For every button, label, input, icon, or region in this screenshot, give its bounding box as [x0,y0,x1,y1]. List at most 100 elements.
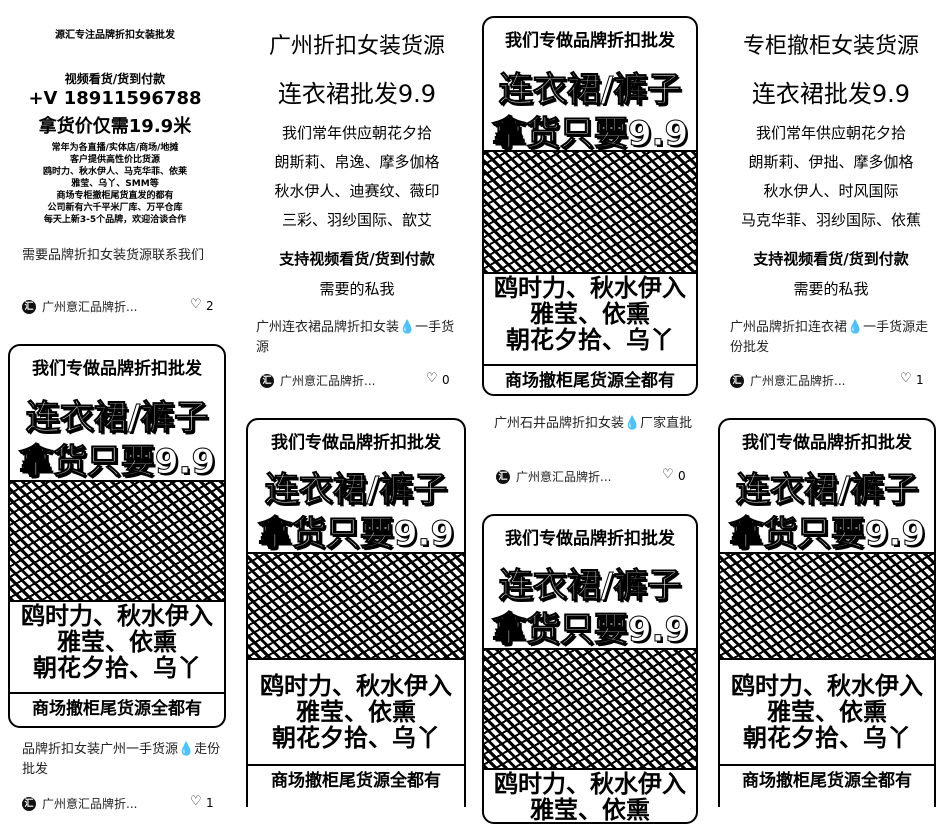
post-author[interactable]: 汇 广州意汇品牌折... [22,298,137,315]
post-caption[interactable]: 需要品牌折扣女装货源联系我们 [22,248,205,263]
cover-text: 雅莹、依熏 [296,698,416,726]
cover-text: 商场撤柜尾货源全都有 [720,764,934,791]
heart-icon[interactable]: ♡ [662,467,674,482]
post-cover-5[interactable]: 我们专做品牌折扣批发 连衣裙/裤子 拿货只要9.9 鸥时力、秋水伊入 雅莹、依熏… [8,344,226,728]
post-card-7[interactable]: 我们专做品牌折扣批发 连衣裙/裤子 拿货只要9.9 鸥时力、秋水伊入 雅莹、依熏 [482,514,698,824]
cover-text: 商场撤柜尾货源全都有 [484,364,696,391]
post-card-8[interactable]: 我们专做品牌折扣批发 连衣裙/裤子 拿货只要9.9 鸥时力、秋水伊入 雅莹、依熏… [718,418,936,807]
cover-title: 连衣裙/裤子 [25,398,209,439]
like-count: 1 [916,373,924,387]
cover-title: 专柜撤柜女装货源 [742,34,919,59]
cover-photo [720,552,934,660]
cover-text: 我们常年供应朝花夕拾 [281,124,432,142]
post-caption[interactable]: 品牌折扣女装广州一手货源💧走份批发 [22,742,221,777]
author-name: 广州意汇品牌折... [42,300,138,314]
cover-text: 公司新有六千平米厂库、万平仓库 [47,203,183,213]
author-name: 广州意汇品牌折... [42,797,138,811]
cover-text: 雅莹、依熏 [767,698,887,726]
cover-text: 常年为各直播/实体店/商场/地摊 [51,143,179,153]
post-cover-3[interactable]: 我们专做品牌折扣批发 连衣裙/裤子 拿货只要9.9 鸥时力、秋水伊入 雅莹、依熏… [482,16,698,396]
cover-title: 连衣裙批发9.9 [751,80,911,108]
cover-text: 鸥时力、秋水伊入 [21,602,213,630]
cover-text: 拿货价仅需19.9米 [38,116,192,137]
avatar-icon: 汇 [730,373,744,388]
post-card-3[interactable]: 我们专做品牌折扣批发 连衣裙/裤子 拿货只要9.9 鸥时力、秋水伊入 雅莹、依熏… [482,0,698,500]
cover-text: 雅莹、依熏 [530,796,650,824]
cover-text: 雅莹、依熏 [57,628,177,656]
avatar-icon: 汇 [22,299,36,314]
cover-text: 朝花夕拾、乌丫 [506,326,674,354]
cover-text: 视频看货/货到付款 [64,72,166,86]
post-card-1[interactable]: 源汇专注品牌折扣女装批发 视频看货/货到付款 +V 18911596788 拿货… [0,0,230,330]
cover-text: 鸥时力、秋水伊入 [260,672,452,700]
cover-title: 拿货只要9.9 [257,514,455,555]
cover-title: 拿货只要9.9 [18,442,216,483]
cover-title: 连衣裙/裤子 [264,470,448,511]
cover-text: 我们专做品牌折扣批发 [271,433,441,453]
post-card-5[interactable]: 我们专做品牌折扣批发 连衣裙/裤子 拿货只要9.9 鸥时力、秋水伊入 雅莹、依熏… [8,344,226,811]
cover-text: 我们专做品牌折扣批发 [505,31,675,51]
post-author[interactable]: 汇 广州意汇品牌折... [730,372,845,389]
author-name: 广州意汇品牌折... [280,374,376,388]
post-caption[interactable]: 广州品牌折扣连衣裙💧一手货源走份批发 [730,320,929,355]
post-card-6[interactable]: 我们专做品牌折扣批发 连衣裙/裤子 拿货只要9.9 鸥时力、秋水伊入 雅莹、依熏… [246,418,466,807]
post-caption[interactable]: 广州石井品牌折扣女装💧厂家直批 [494,416,693,431]
cover-text: 商场专柜撤柜尾货直发的都有 [56,191,174,201]
cover-text: 我们专做品牌折扣批发 [742,433,912,453]
cover-text: 客户提供高性价比货源 [69,155,160,165]
post-cover-4[interactable]: 专柜撤柜女装货源 连衣裙批发9.9 我们常年供应朝花夕拾 朗斯莉、伊拙、摩多伽格… [718,22,944,304]
cover-text: 朗斯莉、伊拙、摩多伽格 [748,153,914,171]
cover-text: 朝花夕拾、乌丫 [743,724,911,752]
author-name: 广州意汇品牌折... [516,470,612,484]
like-count: 0 [442,373,450,387]
post-cover-8[interactable]: 我们专做品牌折扣批发 连衣裙/裤子 拿货只要9.9 鸥时力、秋水伊入 雅莹、依熏… [718,418,936,807]
cover-text: 商场撤柜尾货源全都有 [248,764,464,791]
cover-text: 秋水伊人、时风国际 [763,182,899,200]
avatar-icon: 汇 [496,469,510,484]
post-cover-6[interactable]: 我们专做品牌折扣批发 连衣裙/裤子 拿货只要9.9 鸥时力、秋水伊入 雅莹、依熏… [246,418,466,807]
heart-icon[interactable]: ♡ [190,794,202,809]
cover-title: 拿货只要9.9 [491,610,689,651]
cover-text: 鸥时力、秋水伊人、马克华菲、依莱 [42,167,187,177]
post-caption[interactable]: 广州连衣裙品牌折扣女装💧一手货源 [256,320,455,355]
heart-icon[interactable]: ♡ [426,371,438,386]
cover-title: 拿货只要9.9 [728,514,926,555]
post-cover-7[interactable]: 我们专做品牌折扣批发 连衣裙/裤子 拿货只要9.9 鸥时力、秋水伊入 雅莹、依熏 [482,514,698,824]
cover-text: 鸥时力、秋水伊入 [731,672,923,700]
cover-text: 鸥时力、秋水伊入 [494,274,686,302]
like-count: 2 [206,299,214,313]
cover-text: 需要的私我 [319,280,395,298]
post-author[interactable]: 汇 广州意汇品牌折... [260,372,375,389]
post-cover-1[interactable]: 源汇专注品牌折扣女装批发 视频看货/货到付款 +V 18911596788 拿货… [0,18,230,230]
cover-text: +V 18911596788 [28,88,202,109]
post-author[interactable]: 汇 广州意汇品牌折... [22,795,137,812]
cover-title: 连衣裙批发9.9 [277,80,437,108]
like-count: 0 [678,469,686,483]
author-name: 广州意汇品牌折... [750,374,846,388]
cover-text: 三彩、羽纱国际、歆艾 [281,211,432,229]
avatar-icon: 汇 [260,373,274,388]
post-author[interactable]: 汇 广州意汇品牌折... [496,468,611,485]
cover-text: 支持视频看货/货到付款 [753,250,909,268]
post-cover-2[interactable]: 广州折扣女装货源 连衣裙批发9.9 我们常年供应朝花夕拾 朗斯莉、帛逸、摩多伽格… [246,22,468,304]
cover-title: 连衣裙/裤子 [498,70,682,111]
like-count: 1 [206,796,214,810]
heart-icon[interactable]: ♡ [190,297,202,312]
cover-title: 连衣裙/裤子 [498,566,682,607]
cover-photo [484,150,696,274]
cover-title: 连衣裙/裤子 [735,470,919,511]
post-card-2[interactable]: 广州折扣女装货源 连衣裙批发9.9 我们常年供应朝花夕拾 朗斯莉、帛逸、摩多伽格… [246,0,468,400]
cover-text: 源汇专注品牌折扣女装批发 [55,30,175,41]
cover-title: 拿货只要9.9 [491,114,689,155]
cover-text: 秋水伊人、迪赛纹、薇印 [274,182,440,200]
cover-text: 朝花夕拾、乌丫 [272,724,440,752]
cover-text: 我们常年供应朝花夕拾 [755,124,906,142]
post-card-4[interactable]: 专柜撤柜女装货源 连衣裙批发9.9 我们常年供应朝花夕拾 朗斯莉、伊拙、摩多伽格… [718,0,944,400]
avatar-icon: 汇 [22,796,36,811]
cover-text: 每天上新3-5个品牌，欢迎洽谈合作 [43,215,187,225]
cover-text: 商场撤柜尾货源全都有 [10,692,224,719]
cover-photo [10,480,224,602]
heart-icon[interactable]: ♡ [900,371,912,386]
cover-text: 雅莹、依熏 [530,300,650,328]
cover-text: 鸥时力、秋水伊入 [494,770,686,798]
